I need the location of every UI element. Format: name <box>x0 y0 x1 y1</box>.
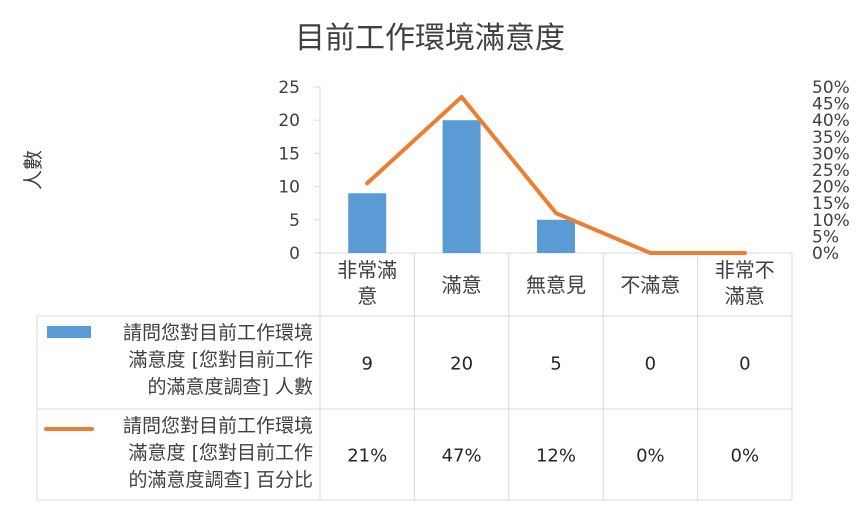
series-name-count: 請問您對目前工作環境 <box>123 322 313 344</box>
line-point <box>554 211 558 216</box>
y-tick-label: 10 <box>278 178 300 198</box>
x-category-label: 非常不 <box>715 258 775 282</box>
series-name-count: 的滿意度調查] 人數 <box>148 376 313 398</box>
x-category-label: 非常滿 <box>337 258 397 282</box>
series-name-percentage: 請問您對目前工作環境 <box>123 415 313 437</box>
x-category-label: 不滿意 <box>620 273 680 297</box>
y2-tick-label: 25% <box>812 161 850 181</box>
table-cell-count: 5 <box>550 354 561 375</box>
line-point <box>648 251 653 255</box>
y2-tick-label: 5% <box>812 227 839 247</box>
series-name-percentage: 的滿意度調查] 百分比 <box>129 469 313 491</box>
y-tick-label: 25 <box>278 78 300 98</box>
series-name-count: 滿意度 [您對目前工作 <box>129 349 313 371</box>
y-axis-title: 人數 <box>21 150 45 190</box>
chart-title: 目前工作環境滿意度 <box>295 21 565 56</box>
table-cell-percentage: 47% <box>442 446 482 467</box>
bar <box>348 193 387 253</box>
y2-tick-label: 30% <box>812 144 850 164</box>
y-tick-label: 5 <box>289 211 300 231</box>
y2-tick-label: 35% <box>812 128 850 148</box>
y-tick-label: 20 <box>278 111 300 131</box>
table-cell-percentage: 0% <box>731 446 760 467</box>
bar <box>537 219 575 253</box>
y2-tick-label: 50% <box>812 78 850 98</box>
series-name-percentage: 滿意度 [您對目前工作 <box>129 442 313 464</box>
y2-tick-label: 0% <box>812 244 839 264</box>
line-point <box>742 251 747 255</box>
table-cell-count: 9 <box>361 354 372 375</box>
bar <box>442 120 481 253</box>
y-tick-label: 15 <box>278 144 300 164</box>
y2-tick-label: 45% <box>812 95 850 115</box>
y2-tick-label: 40% <box>812 111 850 131</box>
y-tick-label: 0 <box>289 244 300 264</box>
x-category-label: 滿意 <box>725 284 765 308</box>
table-cell-count: 20 <box>450 354 473 375</box>
table-cell-count: 0 <box>739 354 750 375</box>
x-category-label: 滿意 <box>442 273 482 297</box>
table-cell-count: 0 <box>645 354 656 375</box>
table-cell-percentage: 0% <box>636 446 665 467</box>
y2-tick-label: 15% <box>812 194 850 214</box>
line-point <box>365 181 370 186</box>
line-point <box>459 94 464 99</box>
x-category-label: 意 <box>357 284 377 308</box>
x-category-label: 無意見 <box>526 273 586 297</box>
table-cell-percentage: 21% <box>347 446 387 467</box>
legend-key-bar <box>47 326 91 338</box>
table-cell-percentage: 12% <box>536 446 576 467</box>
y2-tick-label: 20% <box>812 178 850 198</box>
y2-tick-label: 10% <box>812 211 850 231</box>
